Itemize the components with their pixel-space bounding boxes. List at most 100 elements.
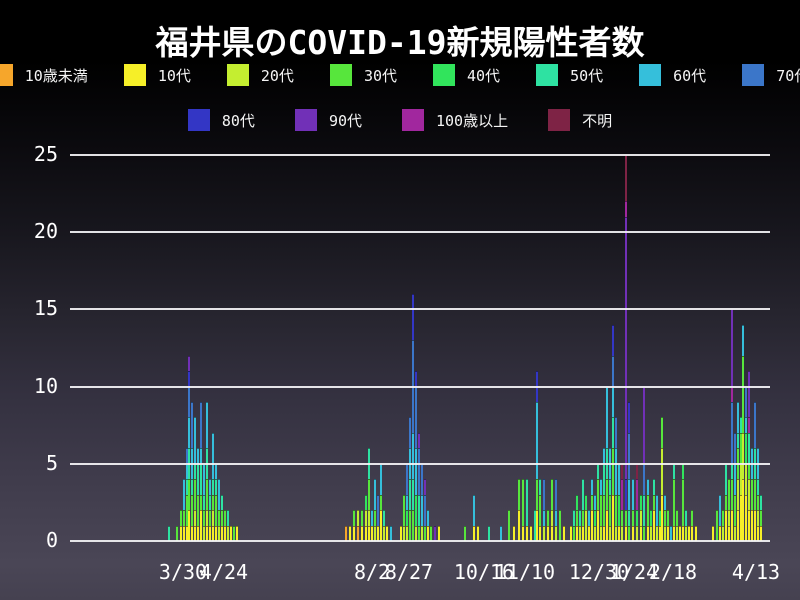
bar-segment-60代 bbox=[588, 510, 590, 526]
bar-segment-60代 bbox=[203, 463, 205, 495]
bar-segment-30代 bbox=[180, 510, 182, 526]
legend-swatch bbox=[123, 64, 146, 86]
bar-segment-60代 bbox=[603, 448, 605, 464]
bar-segment-70代 bbox=[377, 494, 379, 526]
bar-segment-60代 bbox=[719, 494, 721, 526]
bar-segment-20代 bbox=[365, 510, 367, 526]
bar-segment-30代 bbox=[194, 479, 196, 511]
bar-segment-20代 bbox=[357, 510, 359, 526]
bar-segment-10代 bbox=[625, 525, 627, 541]
bar-segment-20代 bbox=[757, 510, 759, 526]
legend-swatch bbox=[548, 109, 571, 131]
bar-segment-10代 bbox=[570, 525, 572, 541]
bar-segment-20代 bbox=[742, 432, 744, 480]
bar-segment-30代 bbox=[609, 494, 611, 526]
bar-segment-20代 bbox=[621, 525, 623, 541]
legend-label: 50代 bbox=[570, 66, 604, 85]
bar-segment-10代 bbox=[183, 525, 185, 541]
bar-segment-50代 bbox=[203, 494, 205, 511]
bar-segment-30代 bbox=[742, 355, 744, 433]
bar-segment-30代 bbox=[374, 510, 376, 526]
bar-segment-50代 bbox=[212, 479, 214, 495]
x-tick-label: 12/30 bbox=[568, 560, 630, 584]
bar-segment-50代 bbox=[409, 479, 411, 511]
bar-segment-50代 bbox=[488, 525, 490, 541]
bar-segment-50代 bbox=[200, 463, 202, 495]
bar-segment-30代 bbox=[197, 494, 199, 526]
bar-segment-30代 bbox=[625, 510, 627, 526]
bar-segment-30代 bbox=[547, 510, 549, 526]
bar-segment-10代 bbox=[679, 525, 681, 541]
bar-segment-10代 bbox=[353, 525, 355, 541]
bar-segment-60代 bbox=[380, 463, 382, 495]
bar-segment-20代 bbox=[368, 510, 370, 526]
bar-segment-80代 bbox=[628, 402, 630, 433]
bar-segment-20代 bbox=[650, 525, 652, 541]
bar-segment-10代 bbox=[659, 525, 661, 541]
legend-label: 10歳未満 bbox=[24, 66, 88, 85]
legend-label: 20代 bbox=[260, 66, 294, 85]
bar-segment-50代 bbox=[643, 494, 645, 526]
bar-segment-80代 bbox=[412, 293, 414, 341]
bar-segment-80代 bbox=[612, 324, 614, 356]
bar-segment-30代 bbox=[186, 494, 188, 526]
bar-segment-60代 bbox=[555, 510, 557, 526]
bar-segment-60代 bbox=[412, 432, 414, 480]
bar-segment-60代 bbox=[421, 494, 423, 526]
bar-segment-20代 bbox=[745, 463, 747, 495]
bar-segment-60代 bbox=[390, 525, 392, 541]
bar-segment-10代 bbox=[728, 525, 730, 541]
bar-segment-不明 bbox=[636, 463, 638, 480]
bar-segment-10代 bbox=[591, 510, 593, 541]
legend-item: 40代 bbox=[433, 64, 500, 86]
bar-segment-10代 bbox=[224, 525, 226, 541]
bar-segment-60代 bbox=[543, 510, 545, 526]
bar-segment-50代 bbox=[582, 479, 584, 511]
bar-segment-90代 bbox=[643, 386, 645, 464]
bar-segment-20代 bbox=[594, 525, 596, 541]
bar-segment-20代 bbox=[636, 525, 638, 541]
bar-segment-30代 bbox=[603, 494, 605, 526]
bar-segment-10代 bbox=[754, 510, 756, 541]
legend-swatch bbox=[329, 64, 352, 86]
legend-item: 70代 bbox=[742, 64, 800, 86]
bar-segment-10代 bbox=[212, 525, 214, 541]
bar-segment-10代 bbox=[737, 510, 739, 541]
bar-segment-10代 bbox=[667, 525, 669, 541]
bar-segment-10代 bbox=[603, 525, 605, 541]
bar-segment-30代 bbox=[664, 510, 666, 526]
bar-segment-10代 bbox=[230, 525, 232, 541]
bar-segment-20代 bbox=[421, 525, 423, 541]
bar-segment-50代 bbox=[597, 463, 599, 480]
bar-segment-10代 bbox=[673, 525, 675, 541]
bar-segment-30代 bbox=[615, 494, 617, 526]
bar-segment-40代 bbox=[682, 463, 684, 480]
x-tick-label: 8/2 bbox=[353, 560, 391, 584]
bar-segment-30代 bbox=[731, 479, 733, 511]
bar-segment-60代 bbox=[670, 525, 672, 541]
bar-segment-10代 bbox=[712, 525, 714, 541]
bar-segment-10代 bbox=[473, 525, 475, 541]
bar-segment-30代 bbox=[621, 510, 623, 526]
bar-segment-60代 bbox=[647, 479, 649, 495]
chart-title: 福井県のCOVID-19新規陽性者数 bbox=[155, 23, 645, 62]
legend-label: 30代 bbox=[363, 66, 397, 85]
bar-segment-90代 bbox=[188, 355, 190, 372]
bar-segment-40代 bbox=[640, 494, 642, 511]
bar-segment-30代 bbox=[353, 510, 355, 526]
bar-segment-10代 bbox=[688, 525, 690, 541]
y-tick-label: 0 bbox=[45, 528, 58, 552]
bar-segment-50代 bbox=[526, 479, 528, 526]
bar-segment-10代 bbox=[530, 525, 532, 541]
bar-segment-70代 bbox=[643, 463, 645, 495]
bar-segment-30代 bbox=[573, 525, 575, 541]
bar-segment-70代 bbox=[188, 386, 190, 418]
bar-segment-10代 bbox=[661, 494, 663, 541]
bar-segment-30代 bbox=[508, 510, 510, 541]
bar-segment-20代 bbox=[579, 525, 581, 541]
bar-segment-20代 bbox=[415, 525, 417, 541]
bar-segment-40代 bbox=[585, 494, 587, 511]
bar-segment-100歳以上 bbox=[636, 479, 638, 511]
bar-segment-60代 bbox=[656, 494, 658, 526]
y-tick-label: 15 bbox=[33, 296, 58, 321]
